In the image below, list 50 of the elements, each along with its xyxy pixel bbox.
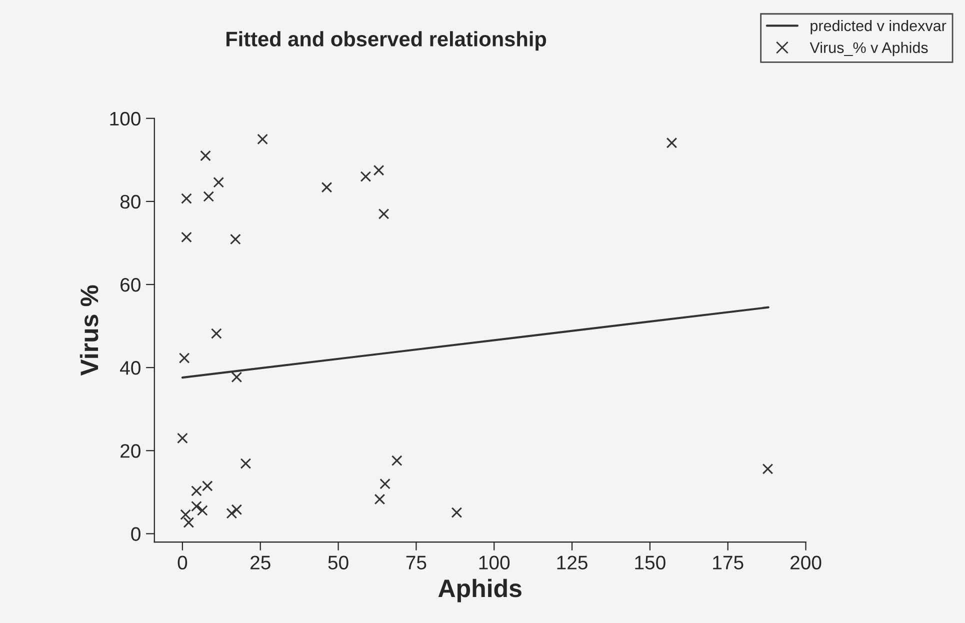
y-tick-label: 60 [120,278,140,292]
point [666,137,678,148]
point [257,134,268,145]
x-tick-label: 125 [557,556,588,570]
y-tick-label: 80 [120,194,140,209]
point [202,480,213,492]
point [196,505,208,516]
point [360,171,372,182]
point [203,191,214,202]
y-tick-label: 100 [110,112,140,126]
point [200,150,211,162]
x-tick-label: 25 [250,556,270,570]
x-tick-label: 50 [328,556,348,570]
legend-label: Virus_% v Aphids [810,42,928,56]
point [451,507,462,518]
x-axis-title: Aphids [438,578,522,602]
point [183,517,194,528]
y-axis-title: Virus % [80,285,98,376]
point [231,372,242,383]
x-tick-label: 200 [790,556,822,570]
point [181,232,192,243]
point [373,164,384,176]
x-tick-label: 75 [406,556,426,570]
point [226,508,238,519]
point [210,328,222,339]
x-tick-label: 100 [479,556,510,570]
point [374,494,386,505]
x-tick-label: 175 [713,556,744,570]
point [191,486,202,496]
point [180,509,191,520]
legend-label: predicted v indexvar [810,20,946,34]
x-tick-label: 0 [178,556,188,570]
chart-title: Fitted and observed relationship [226,31,546,51]
point [321,182,332,193]
point [177,432,188,444]
point [380,478,390,490]
y-tick-label: 20 [120,444,140,458]
point [231,504,242,516]
point [391,455,402,466]
point [378,208,390,220]
point [181,193,192,204]
x-tick-label: 150 [635,556,666,570]
point [191,500,202,512]
point [240,458,252,469]
point [213,176,224,188]
point [762,463,774,474]
y-tick-label: 40 [120,361,140,375]
point [230,234,241,245]
point [178,352,190,364]
y-tick-label: 0 [131,527,140,541]
